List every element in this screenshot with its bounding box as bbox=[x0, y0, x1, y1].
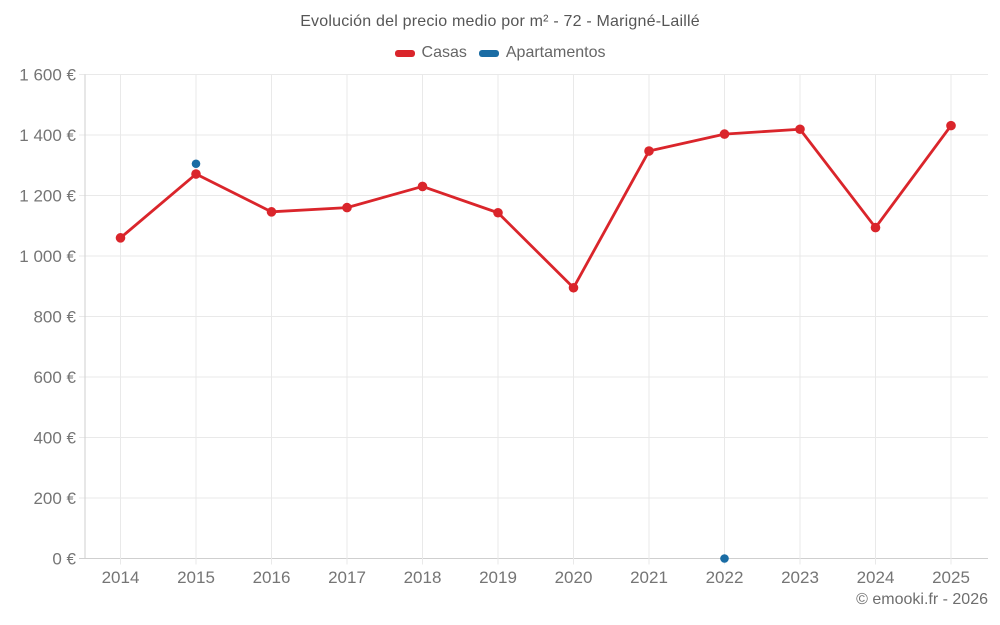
y-tick-label: 1 600 € bbox=[19, 66, 76, 85]
legend-item-casas[interactable]: Casas bbox=[394, 44, 467, 62]
data-point-casas-2019[interactable] bbox=[493, 207, 503, 218]
data-point-apartamentos-2015[interactable] bbox=[191, 159, 201, 169]
data-point-casas-2016[interactable] bbox=[266, 207, 277, 217]
data-point-casas-2018[interactable] bbox=[417, 181, 428, 192]
x-tick-label: 2025 bbox=[932, 568, 970, 587]
data-point-casas-2020[interactable] bbox=[568, 282, 579, 293]
series-line-casas bbox=[119, 124, 953, 290]
x-tick-label: 2019 bbox=[479, 568, 517, 587]
y-tick-label: 0 € bbox=[52, 550, 76, 569]
y-tick-label: 200 € bbox=[33, 489, 76, 508]
data-point-casas-2023[interactable] bbox=[795, 124, 805, 135]
data-point-apartamentos-2022[interactable] bbox=[720, 554, 729, 563]
apartamentos-legend-swatch-icon bbox=[478, 49, 499, 57]
data-point-casas-2025[interactable] bbox=[946, 120, 956, 131]
x-tick-label: 2020 bbox=[555, 568, 593, 587]
y-tick-label: 1 400 € bbox=[19, 126, 76, 145]
y-tick-label: 600 € bbox=[33, 368, 76, 387]
legend-label-apartamentos: Apartamentos bbox=[505, 44, 606, 61]
y-tick-label: 400 € bbox=[33, 429, 76, 448]
chart-title: Evolución del precio medio por m² - 72 -… bbox=[300, 13, 700, 30]
x-tick-label: 2018 bbox=[404, 568, 442, 587]
y-tick-label: 800 € bbox=[33, 308, 76, 327]
y-tick-label: 1 200 € bbox=[19, 187, 76, 206]
data-point-casas-2015[interactable] bbox=[191, 169, 201, 179]
data-point-casas-2024[interactable] bbox=[870, 222, 881, 233]
chart-legend: Casas Apartamentos bbox=[0, 44, 1000, 62]
x-tick-label: 2022 bbox=[706, 568, 744, 587]
data-point-casas-2022[interactable] bbox=[719, 129, 730, 139]
legend-label-casas: Casas bbox=[421, 44, 467, 61]
x-tick-label: 2021 bbox=[630, 568, 668, 587]
x-tick-label: 2017 bbox=[328, 568, 366, 587]
x-tick-label: 2023 bbox=[781, 568, 819, 587]
casas-legend-swatch-icon bbox=[394, 49, 415, 57]
data-point-casas-2017[interactable] bbox=[342, 202, 352, 213]
copyright-credit: © emooki.fr - 2026 bbox=[856, 591, 988, 608]
x-tick-label: 2015 bbox=[177, 568, 215, 587]
x-tick-label: 2016 bbox=[253, 568, 291, 587]
legend-item-apartamentos[interactable]: Apartamentos bbox=[478, 44, 606, 62]
y-tick-label: 1 000 € bbox=[19, 247, 76, 266]
x-tick-label: 2014 bbox=[102, 568, 140, 587]
x-tick-label: 2024 bbox=[857, 568, 895, 587]
data-point-casas-2021[interactable] bbox=[644, 146, 654, 156]
data-point-casas-2014[interactable] bbox=[115, 233, 126, 243]
